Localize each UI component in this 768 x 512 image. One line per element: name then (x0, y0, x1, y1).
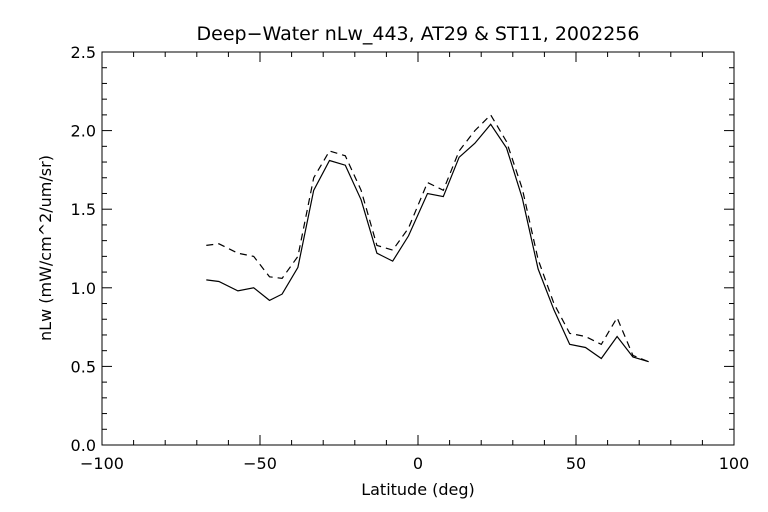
chart-title: Deep−Water nLw_443, AT29 & ST11, 2002256 (197, 23, 640, 45)
y-tick-label: 2.0 (71, 122, 96, 141)
y-tick-label: 2.5 (71, 43, 96, 62)
y-tick-label: 0.0 (71, 436, 96, 455)
y-axis-label: nLw (mW/cm^2/um/sr) (36, 155, 55, 341)
x-tick-label: 100 (719, 454, 750, 473)
y-axis: 0.0 0.5 1.0 1.5 2.0 2.5 (71, 43, 734, 455)
y-tick-label: 0.5 (71, 357, 96, 376)
x-axis-label: Latitude (deg) (361, 480, 475, 499)
plot-border (101, 51, 735, 446)
series-line-dashed (206, 113, 649, 363)
y-tick-label: 1.5 (71, 200, 96, 219)
x-tick-label: −100 (80, 454, 124, 473)
x-tick-label: 50 (566, 454, 586, 473)
y-tick-label: 1.0 (71, 279, 96, 298)
x-axis: −100 −50 0 50 100 (80, 52, 749, 473)
x-tick-label: −50 (243, 454, 277, 473)
x-tick-label: 0 (413, 454, 423, 473)
series-line-solid (206, 123, 649, 363)
series-layer (206, 113, 649, 363)
plot-frame (101, 51, 735, 446)
